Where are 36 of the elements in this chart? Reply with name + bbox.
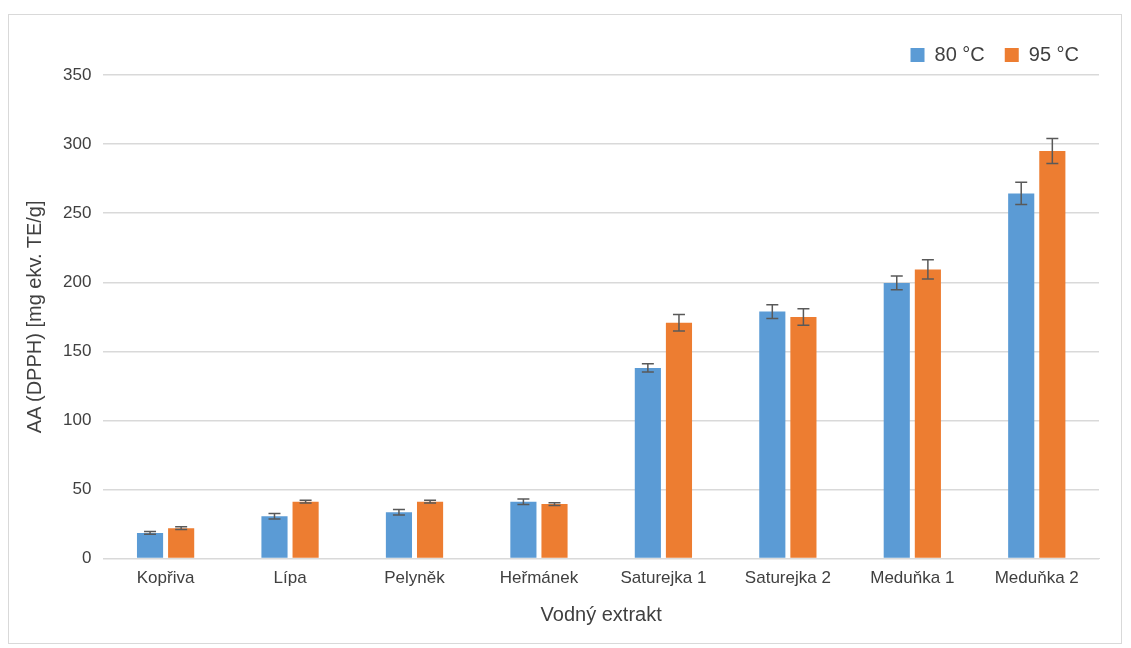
bar bbox=[385, 512, 413, 558]
bar bbox=[914, 269, 941, 558]
bar bbox=[759, 311, 786, 558]
x-tick-label: Saturejka 1 bbox=[620, 568, 707, 588]
bar bbox=[883, 282, 910, 558]
bar bbox=[790, 317, 817, 558]
y-tick-label: 350 bbox=[62, 64, 92, 84]
bar bbox=[136, 532, 164, 558]
x-tick-label: Kopřiva bbox=[136, 568, 195, 588]
bar bbox=[510, 501, 537, 558]
x-tick-label: Saturejka 2 bbox=[744, 568, 831, 588]
bar bbox=[416, 501, 444, 558]
bar bbox=[261, 516, 288, 558]
y-tick-label: 300 bbox=[62, 133, 92, 153]
y-axis-title: AA (DPPH) [mg ekv. TE/g] bbox=[22, 200, 45, 434]
x-tick-label: Lípa bbox=[273, 568, 308, 588]
bar bbox=[1008, 193, 1035, 558]
legend-label: 95 °C bbox=[1028, 42, 1080, 65]
bar bbox=[168, 528, 195, 558]
bar bbox=[1039, 150, 1066, 558]
y-tick-label: 100 bbox=[62, 410, 92, 430]
y-tick-label: 200 bbox=[62, 271, 92, 291]
y-tick-label: 0 bbox=[81, 548, 92, 568]
x-tick-label: Heřmánek bbox=[499, 568, 579, 588]
y-tick-label: 250 bbox=[62, 202, 92, 222]
y-tick-label: 50 bbox=[72, 479, 92, 499]
x-tick-label: Pelyněk bbox=[384, 568, 446, 588]
y-tick-label: 150 bbox=[62, 341, 92, 361]
bar bbox=[634, 367, 661, 558]
x-tick-label: Meduňka 2 bbox=[994, 568, 1079, 588]
bar bbox=[665, 322, 693, 558]
bar bbox=[292, 501, 319, 558]
x-tick-label: Meduňka 1 bbox=[870, 568, 955, 588]
legend-label: 80 °C bbox=[934, 42, 985, 65]
x-axis-title: Vodný extrakt bbox=[540, 602, 663, 625]
bar bbox=[541, 504, 568, 558]
